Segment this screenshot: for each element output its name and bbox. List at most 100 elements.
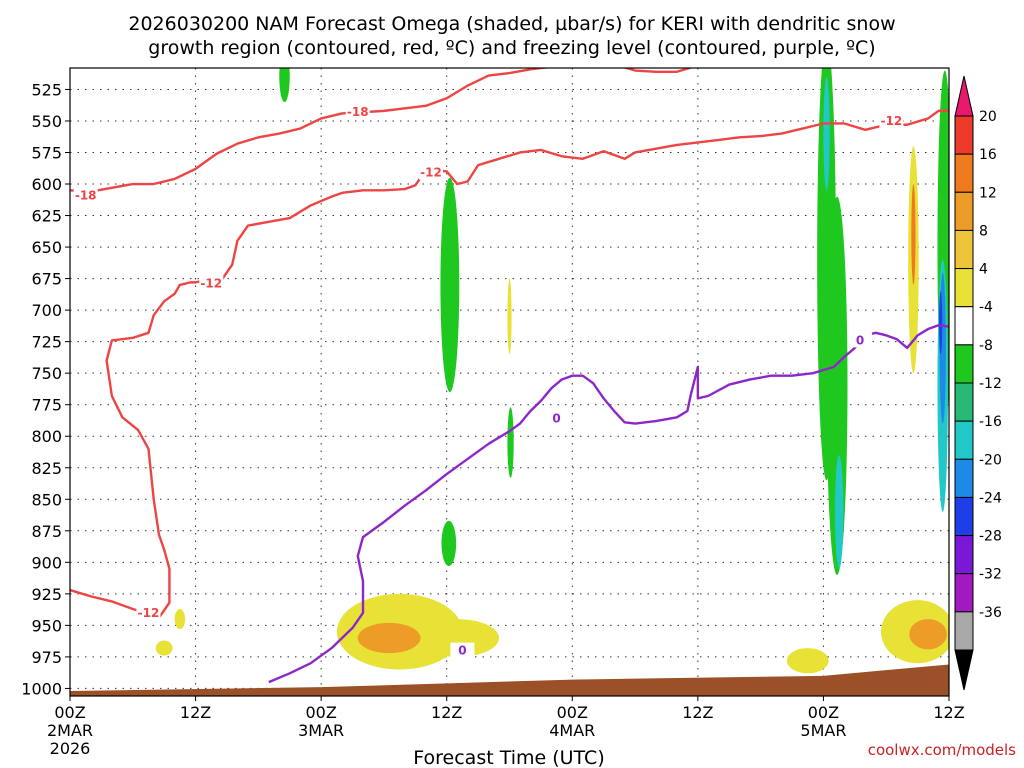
contour-label-bg — [136, 604, 161, 620]
contour-label: 0 — [458, 644, 466, 658]
y-tick-label: 625 — [31, 207, 62, 226]
colorbar-swatch — [954, 306, 974, 346]
contour-line — [70, 109, 949, 620]
y-tick-label: 600 — [31, 175, 62, 194]
x-tick-label: 00Z — [557, 703, 588, 722]
y-tick-label: 800 — [31, 427, 62, 446]
y-tick-label: 825 — [31, 459, 62, 478]
colorbar-label: -28 — [979, 529, 1002, 545]
terrain-fill — [70, 664, 949, 696]
omega-area — [939, 291, 943, 355]
y-tick-label: 975 — [31, 648, 62, 667]
omega-area — [440, 177, 460, 393]
colorbar-swatch — [954, 153, 974, 193]
x-tick-label: 12Z — [682, 703, 713, 722]
y-tick-label: 725 — [31, 333, 62, 352]
x-tick-label: 00Z — [305, 703, 336, 722]
omega-area — [507, 407, 514, 478]
colorbar-swatch — [954, 382, 974, 422]
colorbar-label: 20 — [979, 109, 997, 125]
x-tick-label: 12Z — [180, 703, 211, 722]
x-tick-date: 5MAR — [800, 721, 846, 740]
y-tick-label: 525 — [31, 80, 62, 99]
contour-label-bg — [345, 104, 370, 120]
y-tick-label: 1000 — [21, 679, 62, 698]
contour-label: -12 — [420, 166, 442, 180]
contour-label-bg — [848, 332, 873, 348]
colorbar-label: -24 — [979, 490, 1002, 506]
colorbar-swatch — [954, 268, 974, 308]
colorbar-swatch — [954, 458, 974, 498]
y-tick-label: 675 — [31, 270, 62, 289]
colorbar-label: -12 — [979, 376, 1002, 392]
colorbar-swatch — [954, 229, 974, 270]
contour-line — [70, 68, 694, 193]
omega-area — [155, 640, 173, 656]
y-tick-label: 950 — [31, 616, 62, 635]
colorbar-swatch — [954, 496, 974, 537]
omega-area — [279, 68, 290, 103]
colorbar-label: -36 — [979, 605, 1002, 621]
colorbar-label: -20 — [979, 452, 1002, 468]
chart-title-line-1: 2026030200 NAM Forecast Omega (shaded, µ… — [128, 13, 895, 35]
colorbar-swatch — [954, 344, 974, 384]
omega-area — [909, 619, 947, 650]
contour-label: 0 — [856, 333, 864, 347]
omega-area — [357, 622, 421, 654]
contour-label-bg — [419, 164, 444, 180]
omega-area — [441, 520, 457, 567]
colorbar: 20 16 12 8 4 -4 -8 -12 -16 -20 -24 -28 -32 -36 — [954, 75, 1002, 691]
colorbar-swatch — [954, 611, 974, 651]
plot-frame — [69, 67, 950, 697]
contour-label: 0 — [552, 412, 560, 426]
omega-area — [823, 76, 830, 191]
x-tick-label: 00Z — [54, 703, 85, 722]
contour-label-bg — [199, 275, 224, 291]
contours: -18 -18 -12 -12 -12 -12 0 0 0 — [70, 68, 949, 684]
colorbar-swatch — [954, 420, 974, 460]
y-tick-label: 650 — [31, 238, 62, 257]
colorbar-label: 12 — [979, 185, 997, 201]
contour-label: -18 — [347, 105, 369, 119]
colorbar-top-arrow — [954, 75, 974, 117]
colorbar-bottom-arrow — [954, 649, 974, 691]
contour-label-bg — [73, 187, 98, 203]
grid-lines — [70, 68, 949, 696]
x-tick-date: 2MAR — [47, 721, 93, 740]
colorbar-label: -32 — [979, 567, 1002, 583]
y-tick-label: 775 — [31, 396, 62, 415]
colorbar-label: 16 — [979, 147, 997, 163]
y-tick-label: 575 — [31, 143, 62, 162]
colorbar-label: -8 — [979, 338, 993, 354]
contour-label: -12 — [200, 277, 222, 291]
y-axis-ticks: 525 550 575 600 625 650 675 700 725 750 775 800 825 8… — [21, 80, 70, 698]
y-tick-label: 900 — [31, 553, 62, 572]
contour-label-bg — [879, 112, 904, 128]
contour-label: -12 — [881, 114, 903, 128]
omega-area — [415, 619, 500, 657]
credit-link[interactable]: coolwx.com/models — [868, 741, 1016, 759]
y-tick-label: 875 — [31, 522, 62, 541]
terrain — [70, 664, 949, 696]
x-tick-label: 12Z — [933, 703, 964, 722]
omega-area — [786, 648, 829, 674]
y-tick-label: 750 — [31, 364, 62, 383]
y-tick-label: 700 — [31, 301, 62, 320]
x-tick-label: 00Z — [808, 703, 839, 722]
x-tick-label: 12Z — [431, 703, 462, 722]
x-axis-label: Forecast Time (UTC) — [413, 747, 604, 768]
contour-label-bg — [450, 642, 475, 658]
contour-label-bg — [544, 410, 569, 426]
x-tick-date: 4MAR — [549, 721, 595, 740]
x-tick-year: 2026 — [50, 739, 91, 758]
omega-area — [174, 608, 186, 630]
omega-area — [507, 278, 512, 355]
colorbar-label: 4 — [979, 262, 988, 278]
x-tick-date: 3MAR — [298, 721, 344, 740]
plot-area: -18 -18 -12 -12 -12 -12 0 0 0 — [70, 68, 949, 696]
omega-area — [911, 184, 916, 285]
y-tick-label: 550 — [31, 112, 62, 131]
chart-title-line-2: growth region (contoured, red, ºC) and f… — [148, 37, 875, 59]
